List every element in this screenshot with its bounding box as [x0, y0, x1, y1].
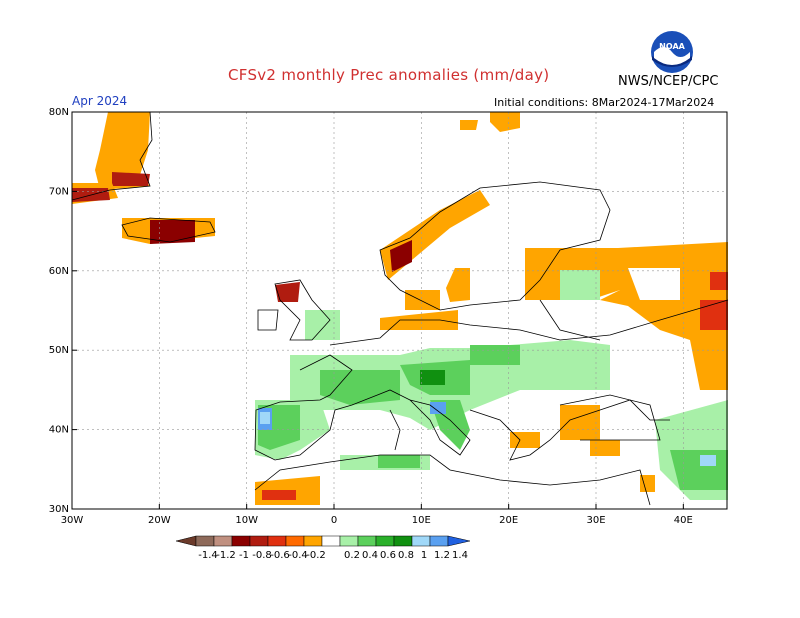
color-legend: [175, 535, 471, 547]
legend-swatch: [411, 535, 431, 547]
lon-label: 20E: [499, 515, 518, 526]
legend-label: -0.6: [270, 550, 290, 561]
lat-label: 60N: [49, 266, 69, 277]
lon-label: 0: [331, 515, 337, 526]
legend-label: 0.4: [362, 550, 378, 561]
legend-arrow-left: [175, 535, 197, 547]
legend-label: 1.2: [434, 550, 450, 561]
lon-label: 30E: [586, 515, 605, 526]
lon-label: 10E: [412, 515, 431, 526]
legend-swatch: [357, 535, 377, 547]
legend-swatch: [195, 535, 215, 547]
legend-swatch: [213, 535, 233, 547]
lat-label: 40N: [49, 425, 69, 436]
map-title: CFSv2 monthly Prec anomalies (mm/day): [228, 66, 550, 84]
legend-arrow-right: [447, 535, 471, 547]
legend-swatch: [267, 535, 287, 547]
lon-label: 30W: [61, 515, 84, 526]
map-frame: [71, 111, 728, 510]
lon-label: 10W: [235, 515, 258, 526]
legend-swatch: [393, 535, 413, 547]
lon-label: 20W: [148, 515, 171, 526]
lon-label: 40E: [674, 515, 693, 526]
lat-label: 30N: [49, 504, 69, 515]
legend-label: 0.8: [398, 550, 414, 561]
anomaly-patches: [72, 112, 728, 505]
legend-label: -0.4: [288, 550, 308, 561]
legend-swatch: [303, 535, 323, 547]
legend-swatch: [321, 535, 341, 547]
lat-label: 50N: [49, 345, 69, 356]
legend-label: 1: [421, 550, 427, 561]
organization-label: NWS/NCEP/CPC: [618, 74, 719, 89]
coastlines: [71, 111, 729, 506]
lat-lon-grid: [71, 111, 727, 510]
legend-label: -0.2: [306, 550, 326, 561]
lat-labels: 80N 70N 60N 50N 40N 30N: [49, 107, 77, 515]
legend-labels: -1.4-1.2 -1 -0.8-0.6-0.4-0.2 0.2 0.4 0.6 0.8 1 1…: [198, 550, 468, 561]
legend-label: -0.8: [252, 550, 272, 561]
legend-swatch: [249, 535, 269, 547]
legend-swatch: [339, 535, 359, 547]
legend-swatch: [285, 535, 305, 547]
legend-label: -1.4: [198, 550, 218, 561]
initial-conditions: Initial conditions: 8Mar2024-17Mar2024: [494, 96, 715, 109]
legend-label: 1.4: [452, 550, 468, 561]
lon-labels: 30W 20W 10W 0 10E 20E 30E 40E: [61, 504, 693, 526]
lat-label: 70N: [49, 186, 69, 197]
legend-swatch: [375, 535, 395, 547]
noaa-logo-text: NOAA: [659, 42, 685, 51]
legend-label: -1: [239, 550, 249, 561]
noaa-logo: NOAA: [651, 31, 693, 73]
legend-swatch: [231, 535, 251, 547]
lat-label: 80N: [49, 107, 69, 118]
forecast-month: Apr 2024: [72, 94, 128, 108]
legend-label: 0.6: [380, 550, 396, 561]
legend-label: 0.2: [344, 550, 360, 561]
legend-label: -1.2: [216, 550, 236, 561]
legend-swatch: [429, 535, 449, 547]
